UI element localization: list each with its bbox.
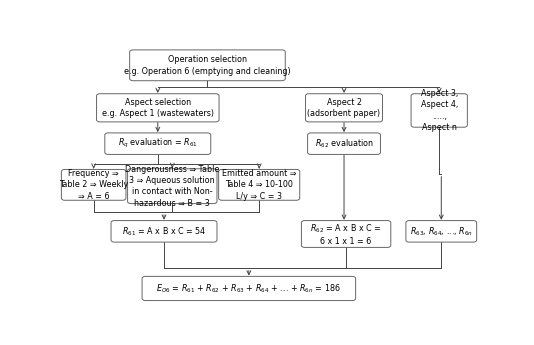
Text: Aspect 2
(adsorbent paper): Aspect 2 (adsorbent paper) — [308, 98, 381, 118]
FancyBboxPatch shape — [406, 220, 477, 242]
Text: Aspect selection
e.g. Aspect 1 (wastewaters): Aspect selection e.g. Aspect 1 (wastewat… — [102, 98, 214, 118]
Text: $R_{63}$, $R_{64}$, ..., $R_{6n}$: $R_{63}$, $R_{64}$, ..., $R_{6n}$ — [410, 225, 473, 238]
Text: $R_{62}$ = A x B x C =
6 x 1 x 1 = 6: $R_{62}$ = A x B x C = 6 x 1 x 1 = 6 — [310, 222, 382, 246]
FancyBboxPatch shape — [218, 169, 300, 200]
Text: $R_{61}$ = A x B x C = 54: $R_{61}$ = A x B x C = 54 — [122, 225, 206, 238]
FancyBboxPatch shape — [411, 94, 467, 127]
FancyBboxPatch shape — [130, 50, 285, 81]
Text: $E_{O6}$ = $R_{61}$ + $R_{62}$ + $R_{63}$ + $R_{64}$ + ... + $R_{6n}$ = 186: $E_{O6}$ = $R_{61}$ + $R_{62}$ + $R_{63}… — [156, 282, 341, 295]
Text: Aspect 3,
Aspect 4,
.....,
Aspect n: Aspect 3, Aspect 4, ....., Aspect n — [421, 89, 458, 132]
Text: Operation selection
e.g. Operation 6 (emptying and cleaning): Operation selection e.g. Operation 6 (em… — [124, 55, 291, 76]
Text: Emitted amount ⇒
Table 4 ⇒ 10-100
L/y ⇒ C = 3: Emitted amount ⇒ Table 4 ⇒ 10-100 L/y ⇒ … — [222, 169, 296, 201]
Text: Dangerousness ⇒ Table
3 ⇒ Aqueous solution
in contact with Non-
hazardous ⇒ B = : Dangerousness ⇒ Table 3 ⇒ Aqueous soluti… — [125, 165, 219, 208]
FancyBboxPatch shape — [305, 94, 382, 122]
FancyBboxPatch shape — [128, 169, 217, 204]
FancyBboxPatch shape — [111, 220, 217, 242]
FancyBboxPatch shape — [97, 94, 219, 122]
Text: Frequency ⇒
Table 2 ⇒ Weekly
⇒ A = 6: Frequency ⇒ Table 2 ⇒ Weekly ⇒ A = 6 — [59, 169, 128, 201]
FancyBboxPatch shape — [61, 169, 126, 200]
Text: $R_q$ evaluation = $R_{61}$: $R_q$ evaluation = $R_{61}$ — [118, 137, 198, 150]
FancyBboxPatch shape — [142, 276, 356, 300]
Text: $R_{62}$ evaluation: $R_{62}$ evaluation — [315, 137, 373, 150]
FancyBboxPatch shape — [105, 133, 211, 155]
FancyBboxPatch shape — [308, 133, 380, 155]
FancyBboxPatch shape — [301, 220, 391, 247]
